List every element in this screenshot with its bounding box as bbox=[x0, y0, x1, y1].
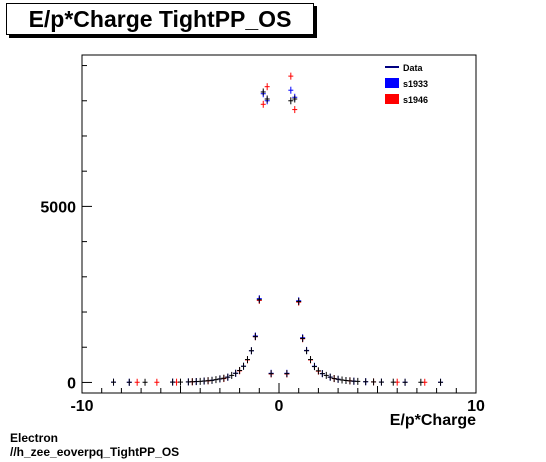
data-point bbox=[308, 356, 314, 364]
data-point bbox=[217, 375, 223, 383]
data-point bbox=[142, 378, 148, 386]
y-tick-label: 5000 bbox=[40, 199, 76, 216]
chart-title: E/p*Charge TightPP_OS bbox=[28, 6, 292, 32]
data-point bbox=[256, 296, 262, 304]
legend-item-data: Data bbox=[385, 63, 424, 73]
data-point bbox=[221, 374, 227, 382]
data-point bbox=[438, 378, 444, 386]
data-point bbox=[233, 369, 239, 377]
data-point bbox=[126, 378, 132, 386]
data-point bbox=[296, 297, 302, 305]
data-point bbox=[378, 378, 384, 386]
legend-item-s1946: s1946 bbox=[385, 94, 428, 105]
footer-line-2: //h_zee_eoverpq_TightPP_OS bbox=[10, 445, 180, 459]
x-axis-label: E/p*Charge bbox=[390, 412, 476, 429]
data-point bbox=[315, 367, 321, 375]
data-point bbox=[154, 378, 160, 386]
chart-axes: 0 5000 -10 0 10E/p*Charge bbox=[40, 54, 485, 429]
data-point bbox=[244, 356, 250, 364]
data-point bbox=[390, 378, 396, 386]
data-point bbox=[264, 95, 270, 103]
data-point bbox=[363, 378, 369, 386]
footer: Electron //h_zee_eoverpq_TightPP_OS bbox=[10, 431, 179, 459]
data-point bbox=[319, 370, 325, 378]
x-tick-label: -10 bbox=[70, 398, 93, 415]
legend-box-swatch bbox=[385, 94, 399, 104]
data-point bbox=[260, 88, 266, 96]
data-point bbox=[339, 376, 345, 384]
data-point bbox=[252, 333, 258, 341]
data-point bbox=[288, 72, 294, 80]
data-point bbox=[292, 95, 298, 103]
data-point bbox=[288, 86, 294, 94]
data-point bbox=[304, 347, 310, 355]
x-tick-label: 0 bbox=[275, 398, 284, 415]
data-point bbox=[241, 362, 247, 370]
series-s1933 bbox=[111, 86, 444, 386]
data-point bbox=[248, 347, 254, 355]
plot-frame bbox=[81, 54, 477, 394]
legend-label: Data bbox=[403, 63, 424, 73]
data-point bbox=[311, 363, 317, 371]
legend-item-s1933: s1933 bbox=[385, 78, 428, 89]
legend-box-swatch bbox=[385, 78, 399, 88]
chart-marks bbox=[111, 72, 444, 386]
data-point bbox=[335, 375, 341, 383]
data-point bbox=[331, 375, 337, 383]
data-point bbox=[268, 370, 274, 378]
data-point bbox=[229, 371, 235, 379]
chart-legend: Data s1933 s1946 bbox=[385, 63, 428, 105]
data-point bbox=[237, 366, 243, 374]
data-point bbox=[418, 378, 424, 386]
x-tick-label: 10 bbox=[467, 398, 485, 415]
data-point bbox=[288, 97, 294, 105]
title-box: E/p*Charge TightPP_OS bbox=[6, 3, 314, 35]
data-point bbox=[260, 100, 266, 108]
data-point bbox=[327, 373, 333, 381]
data-point bbox=[292, 106, 298, 114]
data-point bbox=[170, 378, 176, 386]
data-point bbox=[323, 371, 329, 379]
data-point bbox=[213, 376, 219, 384]
footer-line-1: Electron bbox=[10, 431, 59, 445]
data-point bbox=[371, 378, 377, 386]
legend-label: s1933 bbox=[403, 79, 428, 89]
data-point bbox=[402, 378, 408, 386]
data-point bbox=[225, 373, 231, 381]
data-point bbox=[178, 378, 183, 386]
series-data bbox=[111, 88, 444, 386]
data-point bbox=[264, 83, 270, 91]
data-point bbox=[134, 378, 140, 386]
legend-label: s1946 bbox=[403, 95, 428, 105]
data-point bbox=[209, 376, 215, 384]
data-point bbox=[284, 370, 290, 378]
series-s1946 bbox=[134, 72, 428, 386]
data-point bbox=[355, 377, 361, 385]
data-point bbox=[300, 334, 306, 342]
y-tick-label: 0 bbox=[67, 375, 76, 392]
data-point bbox=[111, 378, 117, 386]
